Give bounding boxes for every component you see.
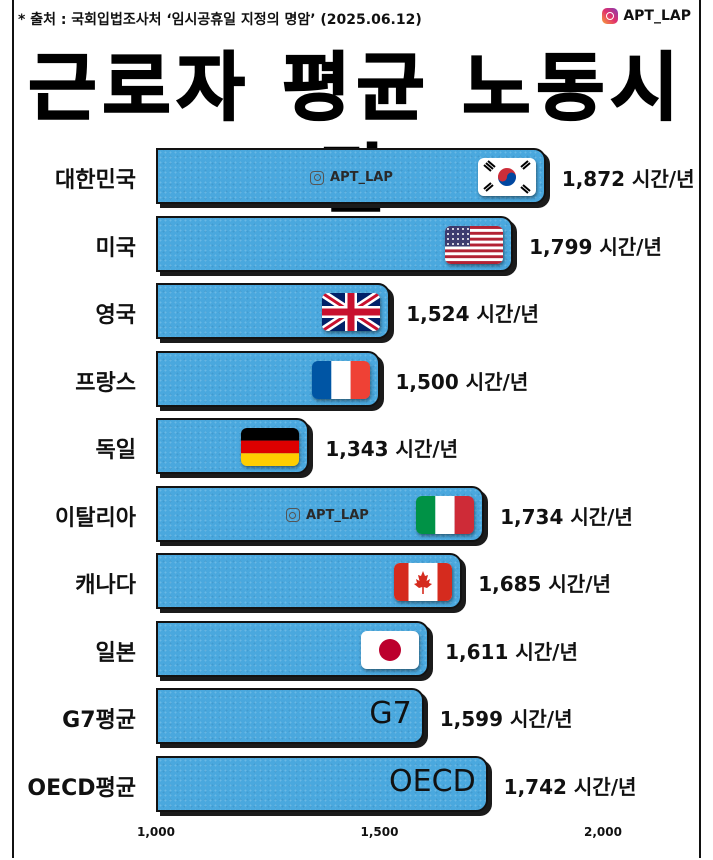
italy-flag-icon — [416, 495, 475, 534]
category-label: 프랑스 — [75, 370, 136, 396]
bar-text: G7 — [369, 696, 412, 731]
category-label: OECD평균 — [27, 775, 136, 801]
bar: OECD — [156, 755, 488, 812]
value-label: 1,734 시간/년 — [500, 504, 633, 529]
value-label: 1,872 시간/년 — [561, 167, 695, 191]
category-label: 영국 — [95, 303, 136, 328]
bar: G7 — [156, 688, 424, 744]
category-label: 이탈리아 — [55, 505, 136, 531]
value-label: 1,599 시간/년 — [439, 707, 573, 731]
bar — [156, 553, 463, 609]
value-label: 1,742 시간/년 — [503, 774, 637, 799]
uk-flag-icon — [322, 293, 381, 331]
bar: APT_LAP — [156, 485, 485, 542]
instagram-icon — [602, 8, 619, 24]
category-label: G7평균 — [62, 708, 136, 733]
germany-flag-icon — [241, 428, 300, 466]
category-label: 일본 — [95, 640, 136, 666]
category-label: 대한민국 — [55, 168, 136, 193]
poster-frame — [12, 0, 701, 858]
canada-flag-icon — [394, 563, 453, 601]
bar — [156, 350, 380, 407]
value-label: 1,524 시간/년 — [406, 302, 539, 326]
source-note: * 출처 : 국회입법조사처 ‘임시공휴일 지정의 명암’ (2025.06.1… — [18, 12, 422, 28]
category-label: 미국 — [95, 235, 136, 261]
value-label: 1,685 시간/년 — [478, 572, 611, 596]
bar-text: OECD — [389, 763, 476, 799]
brand-name: APT_LAP — [623, 8, 691, 24]
category-label: 독일 — [95, 438, 136, 463]
bar — [156, 283, 391, 339]
watermark: APT_LAP — [310, 170, 393, 185]
bar: APT_LAP — [156, 148, 546, 204]
x-tick-label: 1,000 — [137, 825, 175, 839]
x-tick-label: 1,500 — [360, 825, 399, 839]
watermark-text: APT_LAP — [330, 170, 393, 185]
instagram-icon — [310, 170, 325, 185]
x-tick-label: 2,000 — [584, 825, 622, 839]
bar — [156, 620, 430, 677]
value-label: 1,343 시간/년 — [325, 437, 459, 461]
bar — [156, 215, 514, 272]
usa-flag-icon — [445, 225, 504, 264]
watermark: APT_LAP — [285, 507, 369, 523]
value-label: 1,799 시간/년 — [529, 234, 662, 259]
france-flag-icon — [311, 360, 370, 399]
value-label: 1,500 시간/년 — [395, 369, 529, 394]
bar — [156, 418, 310, 474]
category-label: 캐나다 — [75, 573, 136, 598]
korea-flag-icon — [477, 158, 536, 196]
brand-badge: APT_LAP — [602, 8, 691, 24]
watermark-text: APT_LAP — [305, 507, 369, 523]
japan-flag-icon — [361, 630, 420, 669]
instagram-icon — [285, 508, 300, 522]
value-label: 1,611 시간/년 — [445, 639, 578, 664]
